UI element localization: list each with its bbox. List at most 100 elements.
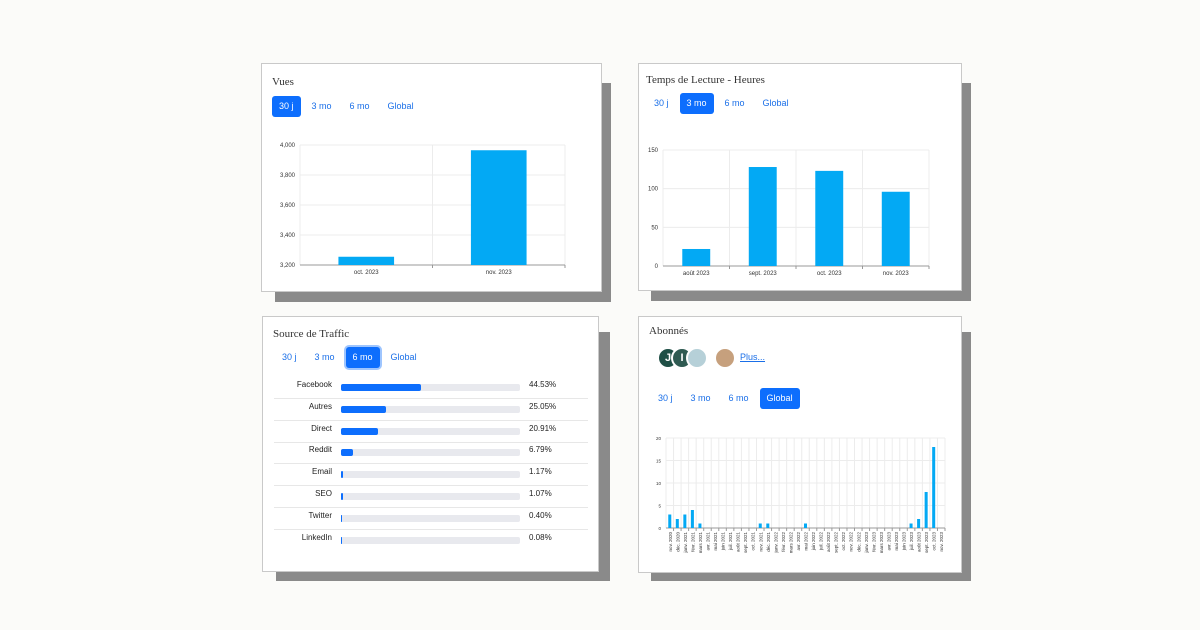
avatar[interactable] [686,347,708,369]
x-tick-label: nov. 2020 [668,532,673,552]
chart-bar [917,519,921,528]
traffic-source-percent: 1.07% [529,489,552,498]
views-title: Vues [272,76,294,88]
traffic-source-row: LinkedIn 0.08% [274,529,588,551]
subscribers-tab-3mo[interactable]: 3 mo [690,393,711,403]
x-tick-label: mai 2021 [713,532,718,551]
traffic-source-row: Email 1.17% [274,463,588,487]
traffic-progress-track [341,427,520,435]
traffic-tab-6mo[interactable]: 6 mo [345,347,380,368]
y-tick-label: 0 [658,526,661,531]
reading-chart: 0 50 100 150 août 2023 sept. 2023 oct. 2023 nov… [648,148,930,277]
x-tick-label: août 2023 [917,532,922,553]
traffic-source-percent: 6.79% [529,445,552,455]
traffic-source-row: Twitter 0.40% [274,507,588,530]
x-tick-label: août 2023 [683,271,710,277]
x-tick-label: juil. 2022 [819,532,824,552]
x-tick-label: déc. 2021 [766,532,771,552]
traffic-progress-track [341,493,520,500]
traffic-source-label: LinkedIn [301,532,332,542]
traffic-source-label: Autres [308,401,332,411]
chart-bar [470,150,527,265]
subscribers-tab-global[interactable]: Global [759,388,800,409]
chart-bar [675,519,679,528]
y-tick-label: 4,000 [280,143,296,149]
traffic-source-row: Reddit 6.79% [274,441,588,465]
chart-bar [881,191,910,266]
reading-tab-6mo[interactable]: 6 mo [724,98,745,108]
traffic-progress-fill [341,449,354,457]
y-tick-label: 20 [656,436,662,441]
y-tick-label: 10 [656,481,662,486]
chart-bar [766,523,770,528]
views-tab-30j[interactable]: 30 j [272,96,301,117]
more-subscribers-link[interactable]: Plus... [740,352,766,362]
traffic-source-row: Autres 25.05% [274,398,588,421]
views-tab-global[interactable]: Global [387,101,414,111]
x-tick-label: mars 2022 [788,532,793,554]
x-tick-label: nov. 2023 [939,532,944,552]
reading-tab-global[interactable]: Global [762,98,789,108]
avatar[interactable] [714,347,736,369]
subscribers-tab-6mo[interactable]: 6 mo [728,393,749,403]
traffic-progress-fill [341,427,379,435]
x-tick-label: sept. 2021 [743,532,748,554]
traffic-progress-fill [341,514,343,522]
x-tick-label: nov. 2022 [849,532,854,552]
x-tick-label: déc. 2020 [675,532,680,552]
traffic-source-percent: 25.05% [529,401,557,411]
traffic-source-label: Email [311,467,332,477]
views-tab-3mo[interactable]: 3 mo [311,101,332,111]
y-tick-label: 3,600 [280,203,296,209]
traffic-source-label: Twitter [308,510,332,520]
chart-bar [909,523,913,528]
chart-bar [815,170,844,266]
x-tick-label: sept. 2023 [924,532,929,554]
traffic-source-percent: 44.53% [529,380,557,389]
chart-bar [748,167,777,266]
traffic-progress-fill [341,493,343,500]
traffic-tab-3mo[interactable]: 3 mo [314,352,335,362]
chart-bar [683,514,687,528]
reading-tab-3mo[interactable]: 3 mo [679,93,714,114]
views-tab-6mo[interactable]: 6 mo [349,101,370,111]
chart-bar [690,510,694,528]
traffic-source-percent: 20.91% [529,423,557,433]
traffic-tab-global[interactable]: Global [390,352,417,362]
x-tick-label: sept. 2023 [749,271,778,277]
traffic-source-label: SEO [315,489,332,498]
x-tick-label: août 2022 [826,532,831,553]
x-tick-label: févr. 2022 [781,532,786,552]
x-tick-label: mai 2023 [894,532,899,551]
x-tick-label: nov. 2023 [883,271,910,277]
x-tick-label: oct. 2023 [817,271,842,277]
traffic-source-label: Reddit [308,445,332,455]
y-tick-label: 3,400 [280,233,296,239]
x-tick-label: déc. 2022 [856,532,861,552]
traffic-source-label: Direct [311,423,332,433]
traffic-tab-30j[interactable]: 30 j [282,352,297,362]
traffic-progress-fill [341,471,344,479]
traffic-source-row: Direct 20.91% [274,420,588,443]
traffic-source-percent: 0.40% [529,510,552,520]
subscribers-tab-30j[interactable]: 30 j [658,393,673,403]
subscriber-avatars: J I Plus... [657,347,797,371]
chart-bar [803,523,808,528]
y-tick-label: 3,800 [280,173,296,179]
x-tick-label: févr. 2021 [690,532,695,552]
x-tick-label: oct. 2021 [751,532,756,551]
chart-bar [758,523,762,528]
y-tick-label: 0 [655,264,659,270]
y-tick-label: 50 [651,225,658,231]
x-tick-label: mai 2022 [804,532,809,551]
traffic-source-row: SEO 1.07% [274,485,588,508]
x-tick-label: janv. 2023 [864,532,869,554]
traffic-progress-fill [341,536,343,544]
views-tabs: 30 j 3 mo 6 mo Global [272,96,421,117]
y-tick-label: 150 [648,148,659,154]
x-tick-label: nov. 2021 [758,532,763,552]
x-tick-label: oct. 2022 [841,532,846,551]
reading-tab-30j[interactable]: 30 j [654,98,669,108]
x-tick-label: sept. 2022 [834,532,839,554]
x-tick-label: janv. 2022 [773,532,778,554]
